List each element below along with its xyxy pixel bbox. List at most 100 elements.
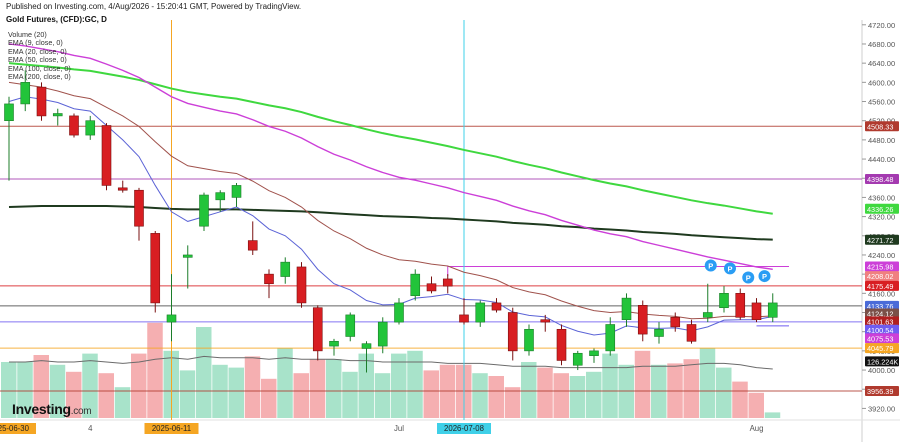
y-tick-label: 4320.00 — [868, 213, 895, 222]
candle-body — [377, 321, 388, 347]
price-label-box — [865, 316, 899, 327]
candle-body — [280, 261, 291, 277]
candle-body — [247, 240, 258, 251]
volume-bar — [602, 353, 618, 418]
candle-body — [767, 302, 778, 318]
x-tick-label: Jul — [394, 424, 404, 433]
volume-bar — [293, 373, 309, 418]
candle-body — [572, 352, 583, 366]
candle-body — [150, 233, 161, 304]
candle-body — [296, 266, 307, 304]
volume-bar — [82, 353, 98, 418]
price-label-box — [865, 343, 899, 354]
volume-bar — [748, 392, 764, 418]
legend-ema-50[interactable]: EMA (50, close, 0) — [8, 55, 67, 65]
price-label-box — [865, 324, 899, 335]
price-label-box — [865, 121, 899, 132]
candle-body — [264, 273, 274, 285]
candle-body — [491, 302, 502, 311]
candle-body — [345, 314, 356, 337]
legend-ema-100[interactable]: EMA (100, close, 0) — [8, 63, 71, 73]
ema-50-line — [8, 43, 773, 271]
pivot-marker — [742, 271, 755, 284]
volume-bar — [66, 371, 82, 418]
ema-20-line — [8, 81, 773, 320]
candle-body — [410, 273, 421, 297]
pivot-marker — [758, 270, 771, 283]
candle-body — [524, 328, 534, 352]
candle-body — [36, 86, 47, 117]
instrument-title: Gold Futures, (CFD):GC, D — [6, 15, 107, 24]
candle-body — [361, 343, 372, 349]
candle-body — [589, 350, 599, 356]
price-label-box — [865, 385, 899, 396]
candle-body — [540, 319, 551, 323]
volume-bar — [374, 373, 391, 418]
volume-bar — [488, 376, 504, 418]
candle-body — [751, 302, 762, 320]
price-label: 4215.98 — [867, 262, 893, 271]
price-label: 4075.53 — [867, 334, 893, 343]
pivot-marker-label: P — [708, 262, 713, 271]
candle-body — [637, 305, 648, 335]
y-tick-label: 4600.00 — [868, 78, 895, 87]
candle-body — [475, 302, 486, 323]
volume-bar — [683, 359, 699, 418]
price-label: 4133.76 — [867, 302, 893, 311]
candle-body — [312, 307, 323, 352]
ema-100-line — [8, 62, 773, 215]
price-label-box — [865, 280, 899, 291]
price-label-box — [865, 173, 899, 184]
volume-bar — [98, 373, 114, 418]
legend-ema-9[interactable]: EMA (9, close, 0) — [8, 38, 63, 48]
investing-logo: Investing.com — [12, 401, 92, 417]
y-tick-label: 4240.00 — [868, 251, 895, 260]
price-label: 4398.48 — [867, 175, 893, 184]
volume-ma-line — [9, 355, 773, 370]
volume-bar — [423, 370, 439, 418]
candle-body — [686, 324, 697, 342]
y-tick-label: 4640.00 — [868, 59, 895, 68]
volume-bar — [114, 387, 131, 418]
volume-bar — [228, 367, 244, 418]
price-label-box — [865, 300, 899, 311]
candle-body — [442, 278, 453, 287]
legend-ema-200[interactable]: EMA (200, close, 0) — [8, 72, 71, 82]
volume-bar — [147, 322, 163, 418]
price-label-box — [865, 333, 899, 344]
legend-volume[interactable]: Volume (20) — [8, 30, 47, 39]
candle-body — [215, 192, 226, 201]
volume-bar — [326, 359, 342, 418]
candle-body — [182, 254, 193, 258]
volume-bar — [569, 376, 586, 418]
volume-bar — [407, 350, 423, 418]
x-tick-label: 2025-06-30 — [0, 424, 30, 433]
legend-ema-20[interactable]: EMA (20, close, 0) — [8, 46, 67, 56]
candle-body — [117, 187, 128, 191]
candle-body — [85, 120, 96, 136]
volume-bar — [277, 348, 293, 418]
candle-body — [101, 125, 112, 186]
indicator-legend: Volume (20) EMA (9, close, 0) EMA (20, c… — [8, 30, 71, 82]
x-tick-label: Aug — [750, 424, 764, 433]
candle-body — [69, 115, 79, 136]
candle-body — [4, 103, 14, 121]
volume-bar — [309, 359, 326, 418]
volume-bar — [17, 362, 33, 418]
x-tick-label: 2025-06-11 — [152, 424, 191, 433]
y-tick-label: 3920.00 — [868, 404, 895, 413]
candle-body — [329, 340, 339, 347]
price-label-box — [865, 356, 899, 367]
logo-brand: Investing — [12, 401, 71, 417]
price-label: 4208.02 — [867, 272, 893, 281]
candle-body — [231, 185, 242, 198]
y-tick-label: 4520.00 — [868, 117, 895, 126]
candle-body — [621, 297, 632, 320]
candle-body — [20, 82, 31, 105]
price-label-box — [865, 308, 899, 319]
volume-bar — [391, 353, 407, 418]
price-label: 4271.72 — [867, 236, 893, 245]
price-label: 4175.49 — [867, 282, 893, 291]
